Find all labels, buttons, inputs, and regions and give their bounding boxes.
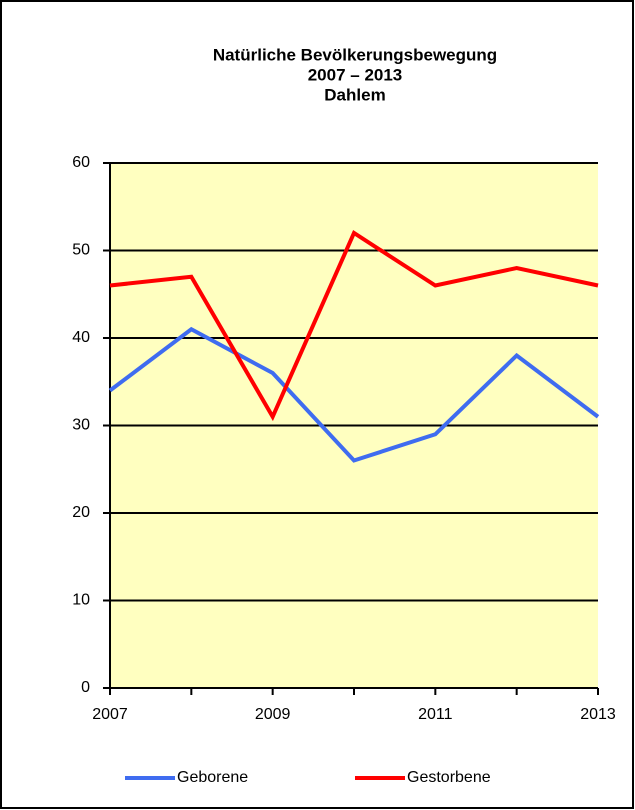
y-tick-label: 10 [72,592,90,609]
x-tick-label: 2007 [92,706,128,723]
chart-title: Natürliche Bevölkerungsbewegung [213,45,497,64]
x-tick-label: 2011 [418,706,453,723]
y-tick-label: 50 [72,242,90,259]
chart-title: 2007 – 2013 [308,65,403,84]
y-tick-label: 20 [72,504,90,521]
series-line [108,326,600,463]
y-tick-label: 30 [72,417,90,434]
x-tick-label: 2013 [580,706,616,723]
y-tick-label: 40 [72,329,90,346]
legend-label: Geborene [177,769,248,786]
series-line [109,230,599,422]
y-tick-label: 0 [81,679,90,696]
x-tick-label: 2009 [255,706,291,723]
y-tick-label: 60 [72,154,90,171]
legend-label: Gestorbene [407,769,491,786]
chart-title: Dahlem [324,85,385,104]
